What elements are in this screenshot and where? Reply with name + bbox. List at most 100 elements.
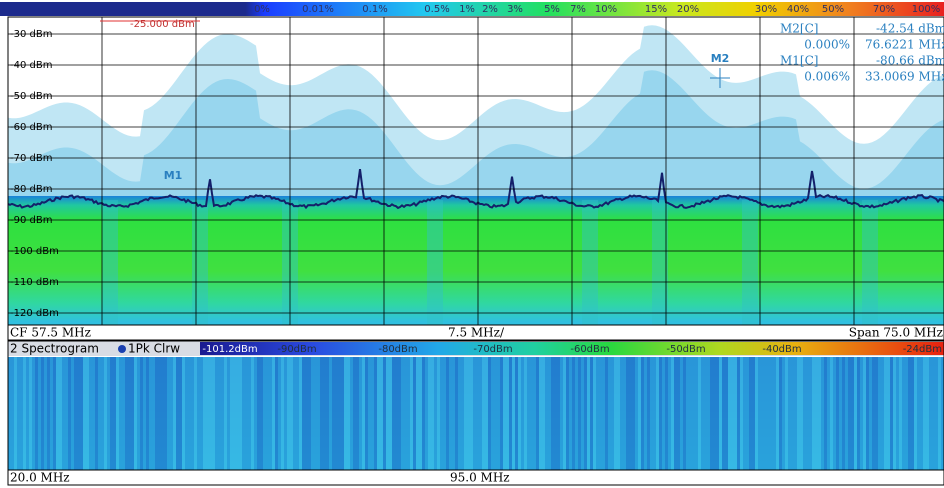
stripe bbox=[791, 357, 794, 470]
stripe bbox=[215, 357, 218, 470]
scale-label: 100% bbox=[912, 4, 941, 15]
stripe bbox=[86, 357, 89, 470]
stripe bbox=[158, 357, 161, 470]
stripe bbox=[632, 357, 635, 470]
stripe bbox=[500, 357, 503, 470]
stripe bbox=[710, 357, 713, 470]
stripe bbox=[926, 357, 929, 470]
stripe bbox=[398, 357, 401, 470]
stripe bbox=[911, 357, 914, 470]
marker-cell: 33.0069 MHz bbox=[865, 70, 944, 84]
stripe bbox=[188, 357, 191, 470]
stripe bbox=[644, 357, 647, 470]
stripe bbox=[38, 357, 41, 470]
stripe bbox=[185, 357, 188, 470]
stripe bbox=[704, 357, 707, 470]
stripe bbox=[194, 357, 197, 470]
y-label: -80 dBm bbox=[10, 184, 52, 195]
stripe bbox=[737, 357, 740, 470]
stripe bbox=[221, 357, 224, 470]
center-label: 95.0 MHz bbox=[450, 471, 510, 485]
stripe bbox=[578, 357, 581, 470]
stripe bbox=[326, 357, 329, 470]
stripe bbox=[731, 357, 734, 470]
stripe bbox=[266, 357, 269, 470]
stripe bbox=[746, 357, 749, 470]
marker-cell: M2[C] bbox=[780, 22, 818, 36]
stripe bbox=[302, 357, 305, 470]
stripe bbox=[674, 357, 677, 470]
stripe bbox=[401, 357, 404, 470]
stripe bbox=[563, 357, 566, 470]
stripe bbox=[662, 357, 665, 470]
stripe bbox=[695, 357, 698, 470]
stripe bbox=[374, 357, 377, 470]
stripe bbox=[800, 357, 803, 470]
stripe bbox=[422, 357, 425, 470]
stripe bbox=[815, 357, 818, 470]
stripe bbox=[590, 357, 593, 470]
stripe bbox=[380, 357, 383, 470]
stripe bbox=[383, 357, 386, 470]
stripe bbox=[569, 357, 572, 470]
scale-label: 1% bbox=[459, 4, 475, 15]
marker-cell: M1[C] bbox=[780, 54, 818, 68]
stripe bbox=[428, 357, 431, 470]
stripe bbox=[89, 357, 92, 470]
stripe bbox=[341, 357, 344, 470]
stripe bbox=[146, 357, 149, 470]
stripe bbox=[890, 357, 893, 470]
stripe bbox=[197, 357, 200, 470]
stripe bbox=[167, 357, 170, 470]
stripe bbox=[323, 357, 326, 470]
stripe bbox=[368, 357, 371, 470]
stripe bbox=[797, 357, 800, 470]
stripe bbox=[392, 357, 395, 470]
stripe bbox=[866, 357, 869, 470]
stripe bbox=[914, 357, 917, 470]
stripe bbox=[647, 357, 650, 470]
stripe bbox=[269, 357, 272, 470]
stripe bbox=[764, 357, 767, 470]
marker-label: M2 bbox=[711, 52, 730, 65]
stripe bbox=[863, 357, 866, 470]
trace-dot bbox=[118, 345, 126, 353]
stripe bbox=[749, 357, 752, 470]
stripe bbox=[287, 357, 290, 470]
stripe bbox=[62, 357, 65, 470]
stripe bbox=[728, 357, 731, 470]
stripe bbox=[365, 357, 368, 470]
stripe bbox=[575, 357, 578, 470]
stripe bbox=[938, 357, 941, 470]
trace-label: 1Pk Clrw bbox=[128, 342, 180, 356]
stripe bbox=[812, 357, 815, 470]
y-label: -60 dBm bbox=[10, 122, 52, 133]
stripe bbox=[413, 357, 416, 470]
stripe bbox=[596, 357, 599, 470]
stripe bbox=[263, 357, 266, 470]
stripe bbox=[872, 357, 875, 470]
stripe bbox=[683, 357, 686, 470]
stripe bbox=[701, 357, 704, 470]
stripe bbox=[692, 357, 695, 470]
stripe bbox=[611, 357, 614, 470]
spectrogram-title: 2 Spectrogram bbox=[10, 342, 99, 356]
stripe bbox=[335, 357, 338, 470]
stripe bbox=[656, 357, 659, 470]
y-label: -50 dBm bbox=[10, 91, 52, 102]
stripe bbox=[131, 357, 134, 470]
stripe bbox=[98, 357, 101, 470]
scale-label: 15% bbox=[645, 4, 667, 15]
stripe bbox=[773, 357, 776, 470]
stripe bbox=[389, 357, 392, 470]
stripe bbox=[512, 357, 515, 470]
stripe bbox=[602, 357, 605, 470]
stripe bbox=[497, 357, 500, 470]
stripe bbox=[584, 357, 587, 470]
stripe bbox=[95, 357, 98, 470]
stripe bbox=[857, 357, 860, 470]
stripe bbox=[233, 357, 236, 470]
stripe bbox=[884, 357, 887, 470]
scale-label: -90dBm bbox=[277, 344, 316, 355]
dip bbox=[582, 200, 598, 325]
